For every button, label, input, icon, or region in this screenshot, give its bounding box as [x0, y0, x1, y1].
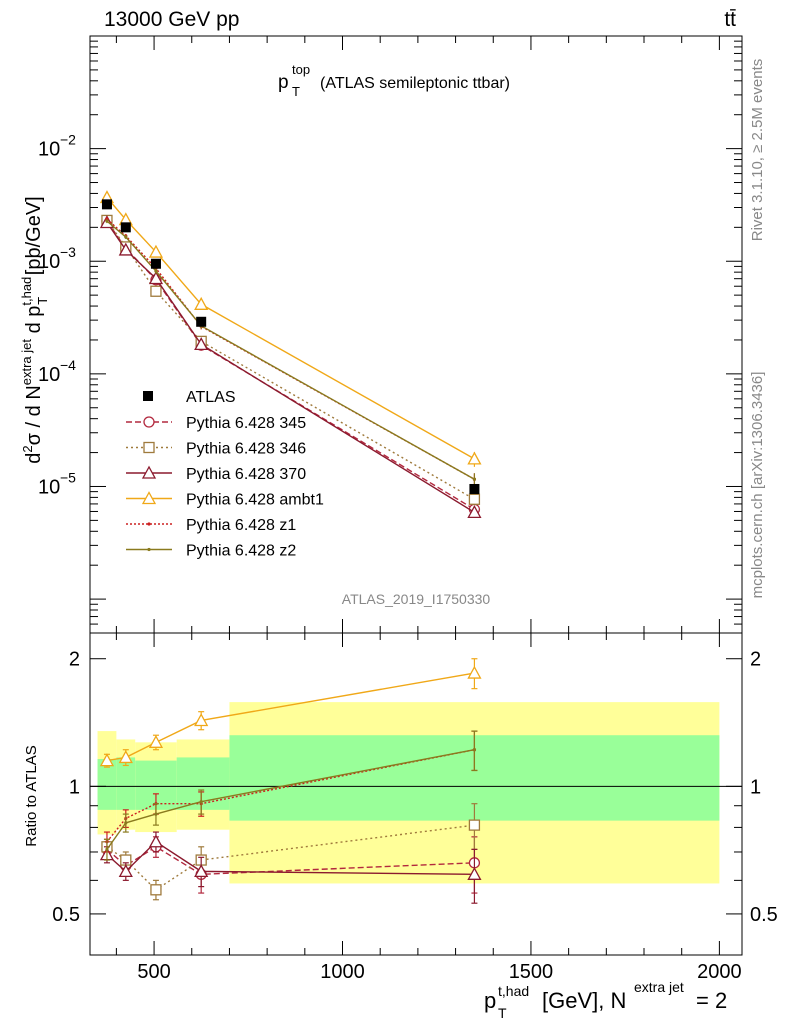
- marker-triangle: [194, 296, 209, 310]
- y-tick-exponent: −4: [60, 357, 76, 373]
- marker-square: [468, 819, 481, 831]
- rivet-label: Rivet 3.1.10, ≥ 2.5M events: [749, 59, 766, 242]
- marker-dot: [472, 477, 477, 481]
- marker-triangle: [118, 750, 133, 764]
- marker-triangle: [467, 866, 482, 880]
- legend-label: Pythia 6.428 z1: [186, 517, 296, 534]
- ratio-tick-label-left: 0.5: [52, 904, 80, 926]
- ratio-tick-label-right: 2: [750, 649, 761, 671]
- legend-label-atlas: ATLAS: [186, 389, 236, 406]
- x-tick-label: 500: [137, 961, 170, 983]
- marker-dot: [147, 547, 151, 552]
- y-tick-label: 10: [38, 251, 60, 273]
- svg-text:t,had: t,had: [498, 983, 529, 999]
- marker-dot: [472, 748, 477, 752]
- marker-dot: [147, 522, 151, 526]
- y-tick-label: 10: [38, 476, 60, 498]
- marker-dot: [124, 235, 128, 239]
- analysis-id: ATLAS_2019_I1750330: [342, 591, 491, 607]
- title-sub: T: [292, 84, 300, 99]
- uncertainty-band-green: [97, 759, 117, 810]
- legend-label: Pythia 6.428 ambt1: [186, 492, 324, 509]
- marker-square: [150, 285, 162, 297]
- marker-triangle: [148, 834, 164, 848]
- marker-triangle: [141, 491, 157, 505]
- x-tick-label: 1000: [320, 961, 365, 983]
- marker-triangle: [194, 337, 209, 351]
- y-tick-label: 10: [38, 364, 60, 386]
- marker-triangle: [148, 271, 164, 285]
- x-tick-label: 2000: [697, 961, 742, 983]
- x-axis-label: p t,had T [GeV], N extra jet = 2: [484, 979, 727, 1021]
- ratio-tick-label-left: 1: [69, 776, 80, 798]
- y-axis-label-ratio: Ratio to ATLAS: [23, 745, 40, 846]
- x-tick-label: 1500: [509, 961, 554, 983]
- marker-triangle: [118, 864, 133, 878]
- ratio-tick-label-right: 1: [750, 776, 761, 798]
- ratio-tick-label-right: 0.5: [750, 904, 778, 926]
- y-tick-label: 10: [38, 139, 60, 161]
- ratio-panel-frame: [89, 632, 743, 956]
- y-tick-exponent: −5: [60, 469, 76, 485]
- marker-square: [150, 884, 162, 896]
- energy-label: 13000 GeV pp: [104, 8, 239, 31]
- marker-triangle: [141, 465, 157, 479]
- marker-triangle: [118, 242, 133, 256]
- data-point-atlas: [469, 483, 480, 494]
- series-line-ratio: [106, 749, 475, 843]
- marker-dot: [154, 269, 158, 273]
- marker-square: [468, 493, 481, 505]
- marker-triangle: [99, 753, 115, 767]
- legend: ATLAS Pythia 6.428 345 Pythia 6.428 346 Pyt…: [126, 389, 324, 560]
- marker-triangle: [194, 713, 209, 727]
- marker-triangle: [148, 244, 164, 258]
- plot-title: p top T (ATLAS semileptonic ttbar): [278, 62, 510, 99]
- main-data-layer: [99, 190, 482, 519]
- svg-text:[GeV], N: [GeV], N: [542, 988, 626, 1013]
- marker-square: [143, 441, 155, 454]
- data-point-atlas: [120, 222, 131, 233]
- process-label: tt̄: [724, 8, 736, 31]
- marker-triangle: [467, 505, 482, 519]
- svg-text:p: p: [484, 988, 496, 1013]
- marker-dot: [154, 812, 158, 816]
- uncertainty-band-green: [116, 757, 136, 810]
- svg-text:extra jet: extra jet: [634, 979, 684, 995]
- marker-circle: [143, 416, 155, 428]
- title-sup: top: [292, 62, 310, 77]
- svg-text:= 2: = 2: [696, 988, 727, 1013]
- marker-triangle: [194, 864, 209, 878]
- ratio-data-layer: [90, 658, 742, 904]
- marker-dot: [124, 821, 128, 825]
- svg-text:d2σ / d Nextra jet d pt,hadT [: d2σ / d Nextra jet d pt,hadT [pb/GeV]: [19, 196, 50, 463]
- data-point-atlas: [101, 199, 112, 210]
- data-point-atlas: [196, 316, 207, 327]
- legend-label: Pythia 6.428 346: [186, 441, 306, 458]
- legend-marker-atlas: [143, 391, 153, 401]
- data-point-atlas: [150, 258, 161, 269]
- svg-text:T: T: [498, 1005, 507, 1021]
- mcplots-label: mcplots.cern.ch [arXiv:1306.3436]: [749, 372, 766, 599]
- y-tick-exponent: −3: [60, 244, 76, 260]
- title-main: p: [278, 72, 289, 93]
- title-rest: (ATLAS semileptonic ttbar): [320, 75, 510, 92]
- legend-label: Pythia 6.428 z2: [186, 543, 296, 560]
- legend-label: Pythia 6.428 345: [186, 415, 306, 432]
- y-axis-label-main: d2σ / d Nextra jet d pt,hadT [pb/GeV]: [19, 196, 50, 463]
- ratio-tick-label-left: 2: [69, 649, 80, 671]
- marker-dot: [199, 800, 203, 804]
- marker-triangle: [467, 451, 482, 465]
- legend-label: Pythia 6.428 370: [186, 466, 306, 483]
- marker-dot: [105, 847, 109, 851]
- y-tick-exponent: −2: [60, 132, 76, 148]
- marker-triangle: [148, 734, 164, 748]
- marker-triangle: [467, 665, 482, 679]
- marker-dot: [105, 219, 109, 223]
